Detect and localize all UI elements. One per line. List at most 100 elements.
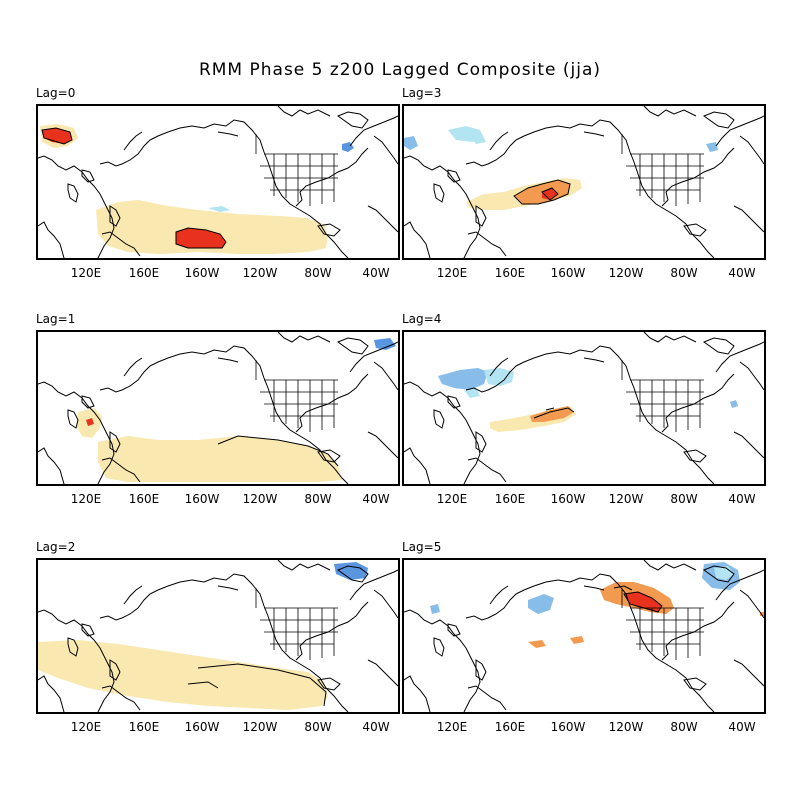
contour-line [533,407,575,419]
coastline [101,685,141,711]
coastline [217,131,239,137]
coastline [336,565,369,583]
coastline [465,365,517,393]
x-tick-label: 160E [494,720,526,734]
anomaly-patch-medium-blue [730,400,738,408]
coastline [277,332,331,343]
x-axis-ticks: 120E 160E 160W 120W 80W 40W [36,492,398,508]
map-frame [36,104,400,260]
coastline [404,675,431,712]
anomaly-patch-light-blue [208,206,230,212]
x-tick-label: 120E [436,266,468,280]
x-axis-ticks: 120E 160E 160W 120W 80W 40W [402,720,764,736]
map-panel-lag0: Lag=0 120E 160E 160W 120W 80W 40W [36,86,400,286]
x-tick-label: 120W [608,266,644,280]
map-canvas [404,332,764,484]
x-tick-label: 120W [242,720,278,734]
coastline [38,221,65,258]
coastline [67,637,79,657]
coastline [123,357,143,377]
x-tick-label: 160W [184,720,220,734]
coastline [683,223,707,237]
coastline [295,601,369,661]
x-tick-label: 160W [184,492,220,506]
anomaly-patch-medium-blue [438,368,488,390]
coastline [661,147,735,207]
x-tick-label: 160E [494,266,526,280]
x-tick-label: 120W [608,492,644,506]
map-panel-lag5: Lag=5 120E 160E 160W 120W 80W 40W [402,540,766,740]
coastline [101,457,141,483]
map-panel-lag3: Lag=3 120E 160E 160W 120W 80W 40W [402,86,766,286]
coastline [683,677,707,691]
anomaly-patch-light-blue [464,388,480,398]
coastline [715,115,764,147]
coastline [263,377,349,484]
x-tick-label: 160W [550,266,586,280]
map-frame [402,330,766,486]
coastline [715,341,764,373]
x-tick-label: 120E [70,492,102,506]
map-canvas [38,106,398,258]
coastline [465,593,517,621]
coastline [683,449,707,463]
coastline [349,341,398,373]
coastline [109,205,121,227]
contour-line [541,187,559,201]
coastline [123,585,143,605]
coastline [629,151,715,258]
coastline [733,205,764,233]
x-tick-label: 80W [670,266,698,280]
coastline [367,205,398,233]
coastline [739,135,764,165]
coastline [81,395,95,409]
coastline [38,447,65,484]
coastline [404,447,431,484]
coastline [349,569,398,601]
figure-title: RMM Phase 5 z200 Lagged Composite (jja) [198,60,602,80]
coastline [38,609,115,712]
anomaly-patch-red [176,228,226,248]
coastline [475,659,487,681]
map-panel-lag2: Lag=2 120E 160E 160W 120W 80W 40W [36,540,400,740]
map-canvas [38,332,398,484]
x-tick-label: 120W [608,720,644,734]
coastline [367,431,398,459]
contour-line [623,591,663,613]
coastline [739,361,764,391]
x-tick-label: 40W [728,266,756,280]
anomaly-patch-blue [374,338,396,350]
x-tick-label: 160E [128,720,160,734]
x-tick-label: 80W [670,492,698,506]
x-tick-label: 40W [728,492,756,506]
x-axis-ticks: 120E 160E 160W 120W 80W 40W [402,492,764,508]
coastline [101,231,141,257]
coastline [336,337,369,355]
coastline [277,106,331,117]
coastline [715,569,764,601]
contour-line [197,663,327,707]
map-canvas [404,106,764,258]
x-tick-label: 160W [550,720,586,734]
coastline [583,585,605,591]
x-tick-label: 160E [128,492,160,506]
x-tick-label: 120E [436,492,468,506]
anomaly-patch-medium-blue [430,604,440,614]
contour-line [187,681,219,689]
x-axis-ticks: 120E 160E 160W 120W 80W 40W [36,266,398,282]
coastline [475,431,487,453]
coastline [149,119,265,153]
coastline [404,381,481,484]
x-tick-label: 120E [436,720,468,734]
coastline [317,223,341,237]
coastline [81,623,95,637]
x-tick-label: 120E [70,720,102,734]
coastline [38,155,115,258]
coastline [367,659,398,687]
anomaly-patch-medium-blue [706,142,718,152]
coastline [643,332,697,343]
coastline [629,377,715,484]
map-panel-lag4: Lag=4 120E 160E 160W 120W 80W 40W [402,312,766,512]
coastline [447,169,461,183]
x-tick-label: 160E [128,266,160,280]
